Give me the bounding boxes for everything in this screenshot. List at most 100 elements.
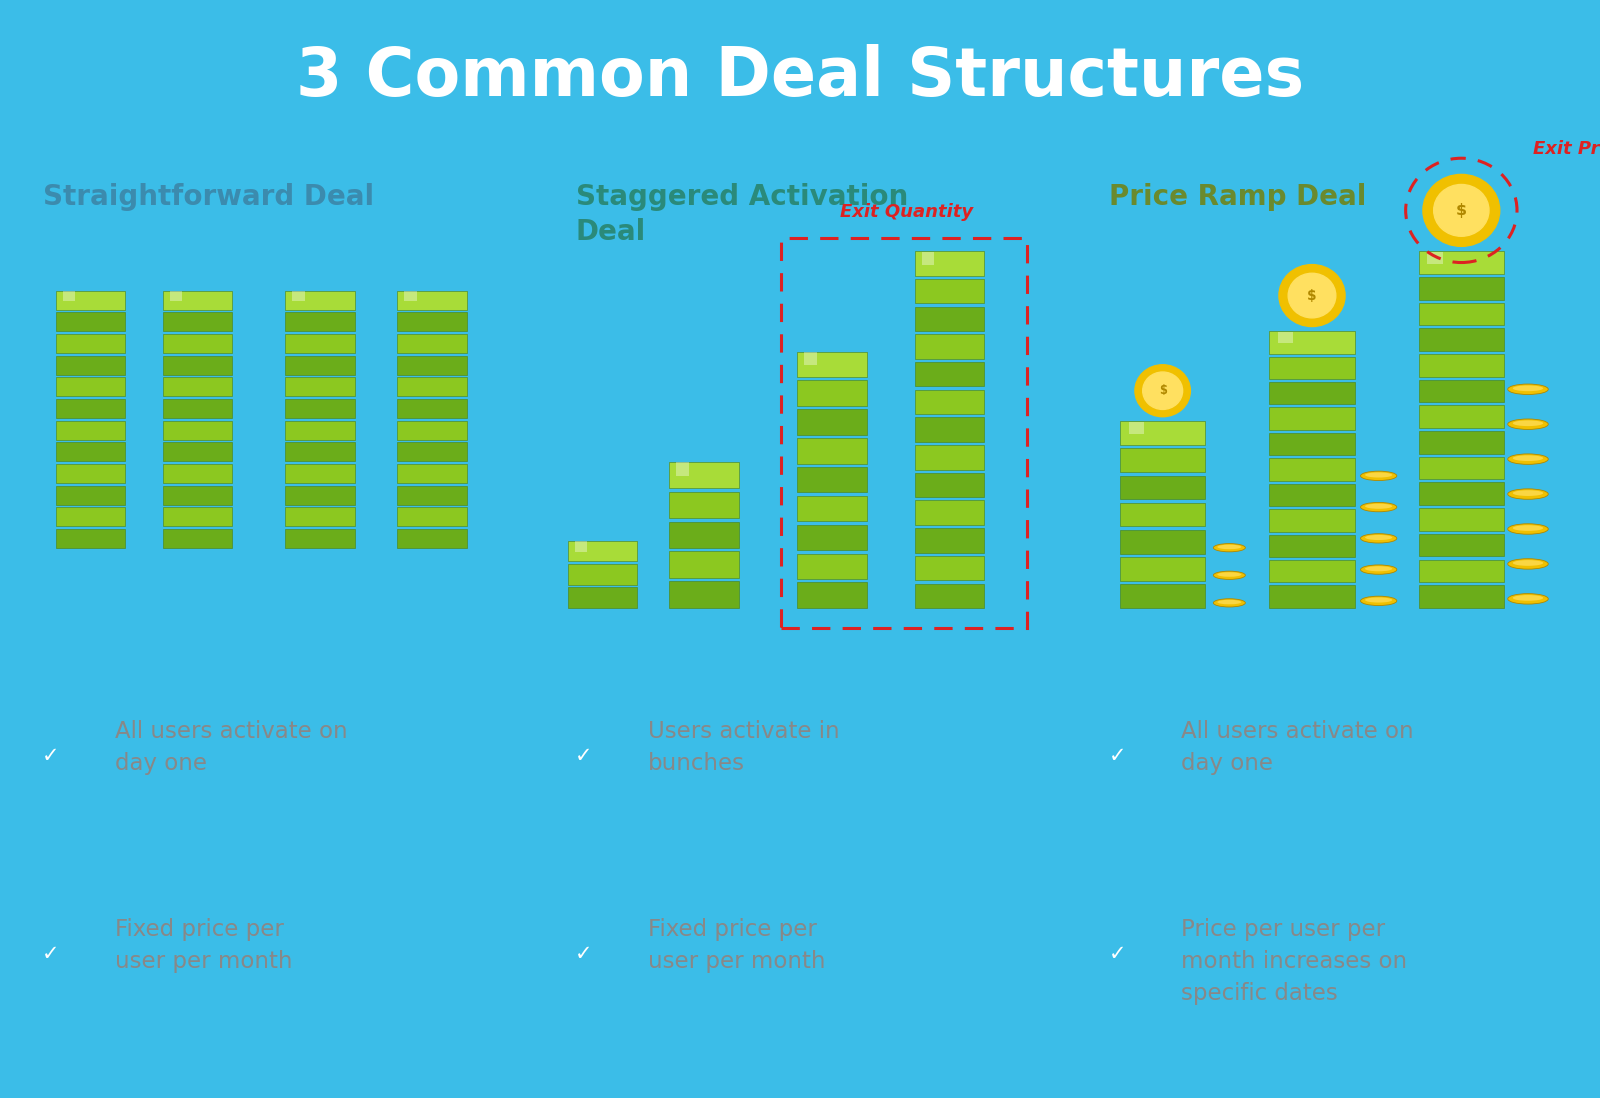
Text: Fixed price per
user per month: Fixed price per user per month	[648, 918, 826, 973]
Bar	[1269, 357, 1355, 379]
Bar	[397, 507, 467, 526]
Bar	[56, 312, 125, 332]
Bar	[285, 291, 355, 310]
Circle shape	[1134, 365, 1190, 417]
Bar	[397, 312, 467, 332]
Ellipse shape	[1365, 504, 1392, 508]
Ellipse shape	[1514, 560, 1542, 565]
Text: Staggered Activation
Deal: Staggered Activation Deal	[576, 183, 909, 246]
Ellipse shape	[1514, 421, 1542, 426]
Text: All users activate on
day one: All users activate on day one	[1181, 720, 1414, 775]
Bar	[1419, 508, 1504, 530]
Bar	[1419, 560, 1504, 582]
Bar	[669, 492, 739, 518]
Bar	[1269, 458, 1355, 481]
Bar	[1120, 422, 1205, 445]
Ellipse shape	[1360, 565, 1397, 574]
Ellipse shape	[1514, 385, 1542, 391]
Bar	[1427, 253, 1443, 264]
Ellipse shape	[1365, 567, 1392, 571]
Bar	[397, 463, 467, 483]
Ellipse shape	[1507, 559, 1549, 569]
Bar	[1269, 382, 1355, 404]
Ellipse shape	[1507, 594, 1549, 604]
Text: ✓: ✓	[1109, 746, 1126, 766]
Bar	[1120, 557, 1205, 581]
Bar	[1120, 448, 1205, 472]
Circle shape	[1288, 273, 1336, 317]
Bar	[1419, 328, 1504, 351]
Bar	[915, 251, 984, 276]
Bar	[163, 312, 232, 332]
Bar	[797, 582, 867, 608]
Bar	[397, 291, 467, 310]
Ellipse shape	[1218, 572, 1242, 576]
Bar	[397, 442, 467, 461]
Circle shape	[1142, 372, 1182, 410]
Bar	[56, 399, 125, 418]
Text: ✓: ✓	[42, 746, 59, 766]
Circle shape	[546, 724, 622, 788]
Text: $: $	[1307, 289, 1317, 303]
Bar	[56, 378, 125, 396]
Ellipse shape	[1365, 535, 1392, 540]
Bar	[163, 399, 232, 418]
Ellipse shape	[1365, 597, 1392, 603]
Circle shape	[1278, 265, 1346, 326]
Bar	[1419, 277, 1504, 300]
Bar	[915, 445, 984, 470]
Bar	[285, 507, 355, 526]
Ellipse shape	[1218, 545, 1242, 549]
Bar	[285, 356, 355, 374]
Text: All users activate on
day one: All users activate on day one	[115, 720, 347, 775]
Bar	[797, 351, 867, 377]
Bar	[285, 442, 355, 461]
Ellipse shape	[1514, 525, 1542, 531]
Bar	[797, 410, 867, 435]
Ellipse shape	[1213, 571, 1245, 580]
Text: ✓: ✓	[576, 746, 592, 766]
Bar	[285, 421, 355, 439]
Bar	[293, 291, 304, 301]
Bar	[1419, 354, 1504, 377]
Text: Users activate in
bunches: Users activate in bunches	[648, 720, 840, 775]
Bar	[797, 525, 867, 550]
Ellipse shape	[1507, 524, 1549, 535]
Bar	[915, 306, 984, 332]
Circle shape	[13, 921, 90, 986]
Text: $: $	[1456, 203, 1467, 217]
Bar	[397, 485, 467, 505]
Bar	[669, 461, 739, 488]
Bar	[163, 378, 232, 396]
Bar	[1278, 332, 1293, 344]
Text: Straightforward Deal: Straightforward Deal	[43, 183, 374, 211]
Bar	[56, 529, 125, 548]
Circle shape	[546, 921, 622, 986]
Circle shape	[1434, 184, 1490, 236]
Circle shape	[1078, 724, 1155, 788]
Ellipse shape	[1365, 472, 1392, 478]
Bar	[1120, 584, 1205, 608]
Bar	[1269, 509, 1355, 531]
Bar	[56, 291, 125, 310]
Bar	[285, 312, 355, 332]
Bar	[405, 291, 416, 301]
Bar	[677, 462, 688, 475]
Bar	[163, 485, 232, 505]
Bar	[163, 421, 232, 439]
Bar	[56, 463, 125, 483]
Text: $: $	[1158, 384, 1166, 397]
Bar	[1419, 457, 1504, 480]
Ellipse shape	[1507, 419, 1549, 429]
Bar	[163, 291, 232, 310]
Bar	[915, 362, 984, 386]
Bar	[1419, 405, 1504, 428]
Bar	[915, 501, 984, 525]
Bar	[397, 334, 467, 354]
Bar	[915, 417, 984, 441]
Text: Exit Quantity: Exit Quantity	[840, 203, 973, 221]
Bar	[1419, 251, 1504, 273]
Bar	[915, 390, 984, 414]
Text: ✓: ✓	[576, 944, 592, 964]
Bar	[1419, 303, 1504, 325]
